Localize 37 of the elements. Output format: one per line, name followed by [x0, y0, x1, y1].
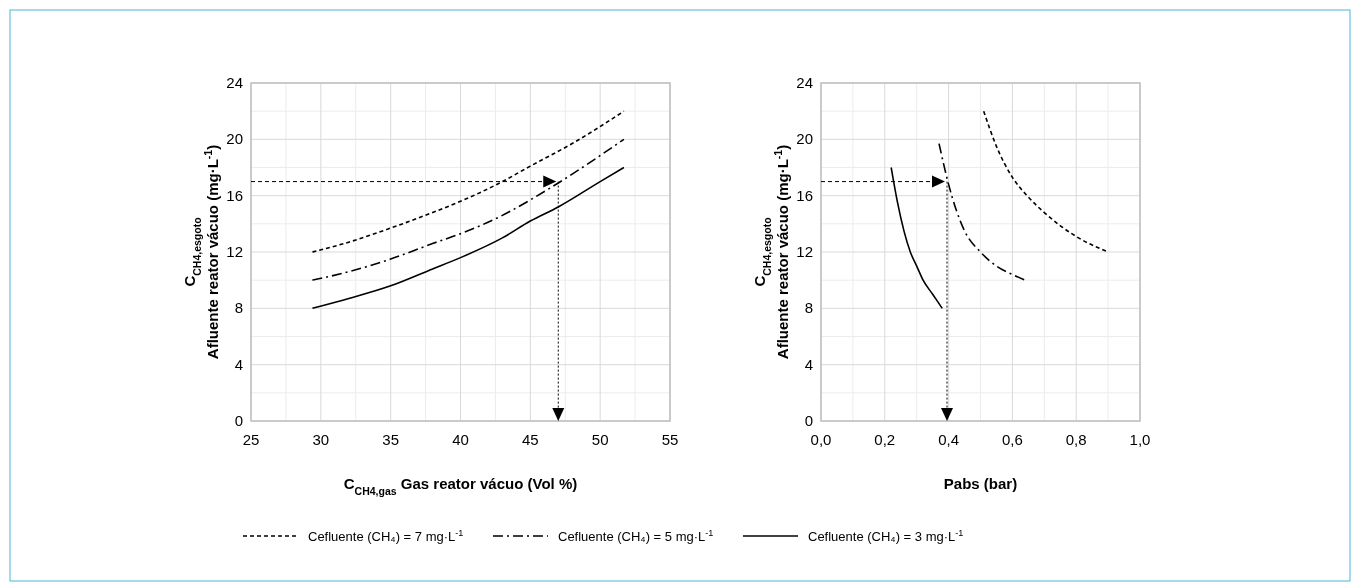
y-tick-label: 12: [226, 243, 243, 260]
y-tick-label: 20: [226, 130, 243, 148]
x-tick-label: 1,0: [1129, 431, 1151, 448]
line-series: [311, 138, 625, 281]
line-series: [938, 142, 1026, 281]
x-tick-label: 0,4: [938, 431, 960, 448]
y-tick-label: 8: [804, 299, 813, 317]
x-axis-title: C$_{CH4,gas}$ Gas reator vácuo (Vol %): [343, 475, 578, 497]
x-tick-label: 0,6: [1001, 431, 1023, 448]
legend-label: Cefluente (CH₄) = 5 mg·L$^{-1}$: [558, 528, 714, 544]
x-tick-label: 50: [591, 431, 609, 448]
y-tick-label: 16: [226, 186, 243, 204]
y-tick-label: 24: [796, 74, 813, 91]
y-tick-label: 4: [804, 355, 813, 373]
x-tick-label: 55: [661, 431, 679, 448]
y-tick-label: 0: [234, 412, 243, 429]
y-tick-label: 8: [234, 299, 243, 317]
line-series: [982, 110, 1109, 253]
x-tick-label: 0,0: [810, 431, 832, 448]
line-series: [311, 166, 625, 310]
legend-label: Cefluente (CH₄) = 7 mg·L$^{-1}$: [308, 528, 464, 544]
y-tick-label: 24: [226, 74, 243, 91]
x-axis-title: Pabs (bar): [943, 475, 1018, 492]
y-tick-label: 20: [796, 130, 813, 148]
x-tick-label: 25: [242, 431, 260, 448]
y-tick-label: 4: [234, 355, 243, 373]
x-tick-label: 30: [312, 431, 330, 448]
line-series: [890, 166, 944, 310]
x-tick-label: 35: [382, 431, 400, 448]
x-tick-label: 0,8: [1065, 431, 1087, 448]
y-tick-label: 16: [796, 186, 813, 204]
y-tick-label: 12: [796, 243, 813, 260]
legend-label: Cefluente (CH₄) = 3 mg·L$^{-1}$: [808, 528, 964, 544]
x-tick-label: 45: [521, 431, 539, 448]
x-tick-label: 40: [452, 431, 469, 448]
y-tick-label: 0: [804, 412, 813, 429]
x-tick-label: 0,2: [874, 431, 896, 448]
